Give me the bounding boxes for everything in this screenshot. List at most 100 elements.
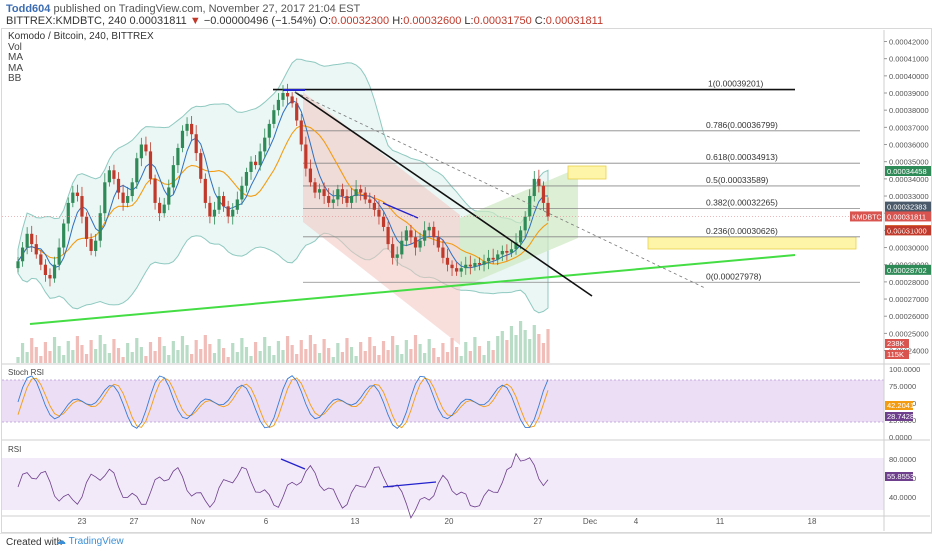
candle-body [391,244,395,258]
time-tick-label: 4 [634,517,639,526]
tradingview-logo[interactable]: ☁ TradingView [56,536,124,547]
volume-bar [423,353,427,363]
candle-body [185,123,189,131]
price-tick-label: 0.00028000 [889,278,929,287]
candle-body [263,137,267,152]
volume-bar [477,346,482,363]
candle-body [89,238,93,251]
volume-bar [345,338,349,363]
open-label: O: [319,15,332,27]
candle-body [222,196,226,207]
volume-bar [541,343,546,363]
volume-bar [217,339,221,363]
rsi-tick-label: 40.0000 [889,493,916,502]
stoch-title: Stoch RSI [8,368,44,377]
legend-ma1[interactable]: MA [8,52,23,63]
rsi-divergence-1 [280,458,306,470]
volume-bar [459,356,463,363]
volume-bar [368,337,372,363]
legend-ma2[interactable]: MA [8,62,23,74]
candle-body [496,254,500,260]
volume-bar [468,351,472,363]
volume-bar [208,344,212,363]
volume-bar [52,337,57,363]
symbol-tag-label: KMDBTC [852,214,882,221]
volume-bar [528,339,532,363]
volume-bar [16,357,20,363]
price-tick-label: 0.00027000 [889,295,929,304]
candle-body [345,196,349,203]
time-tick-label: 27 [130,517,139,526]
price-tick-label: 0.00030000 [889,244,929,253]
volume-bar [180,336,185,363]
volume-bar [185,345,189,363]
candle-body [25,233,29,248]
volume-bar [190,354,194,363]
volume-bar [84,354,89,363]
candle-body [313,182,317,193]
volume-bar [363,351,367,363]
candle-body [231,209,235,217]
candle-body [217,196,221,210]
fib-box-618 [567,165,607,180]
candle-body [39,254,43,265]
stoch-d-tag-label: 28.7428 [887,412,914,421]
candle-body [308,168,313,183]
price-tick-label: 0.00025000 [889,329,929,338]
volume-bar [413,335,418,363]
legend-bb[interactable]: BB [8,73,22,84]
volume-bar [445,352,450,363]
stoch-tick-label: 0.0000 [889,433,912,442]
descending-channel [303,92,460,345]
volume-bar [244,347,249,363]
fib-level-label: 0(0.00027978) [706,271,761,281]
downtrend-line [294,91,593,297]
candle-body [153,178,157,203]
candle-body [295,103,299,121]
candle-body [148,151,153,179]
candle-body [244,171,249,186]
volume-bar [349,347,354,363]
volume-bar [391,336,395,363]
price-axis: 0.00042000 0.00041000 0.00040000 0.00039000… [850,30,931,531]
volume-bar [43,342,48,363]
candle-body [299,120,303,145]
candle-body [71,192,75,203]
candle-body [404,230,408,241]
candle-body [107,170,111,183]
rsi-band [2,458,884,510]
price-tick-label: 0.00034000 [889,175,929,184]
candle-body [349,196,354,203]
price-change: −0.00000496 (−1.54%) [203,15,317,27]
author-link[interactable]: Todd604 [6,3,51,15]
volume-bar [148,342,153,363]
volume-bar [98,335,102,363]
volume-bar [240,338,244,363]
fib-level-label: 0.786(0.00036799) [706,120,778,130]
candle-body [190,123,194,135]
volume-bar [89,340,93,363]
time-tick-label: 13 [351,517,360,526]
candle-body [500,250,504,255]
volume-bar [327,348,331,363]
volume-bar [121,357,125,363]
volume-bar [144,356,148,363]
candle-body [130,182,134,197]
candle-body [418,240,422,248]
volume-bar [308,335,313,363]
candle-body [121,192,125,203]
volume-bar [381,341,386,363]
candle-body [368,199,372,203]
volume-bar [139,347,143,363]
candle-body [249,161,253,172]
candle-body [395,254,399,258]
created-with-label: Created with [6,537,63,548]
candle-body [176,147,180,166]
rsi-pane: RSI [2,445,930,519]
volume-bar [299,340,303,363]
volume-bar [482,355,486,363]
legend-vol[interactable]: Vol [8,41,22,53]
price-tag-label: 0.00028702 [887,266,927,275]
volume-bar [487,341,491,363]
